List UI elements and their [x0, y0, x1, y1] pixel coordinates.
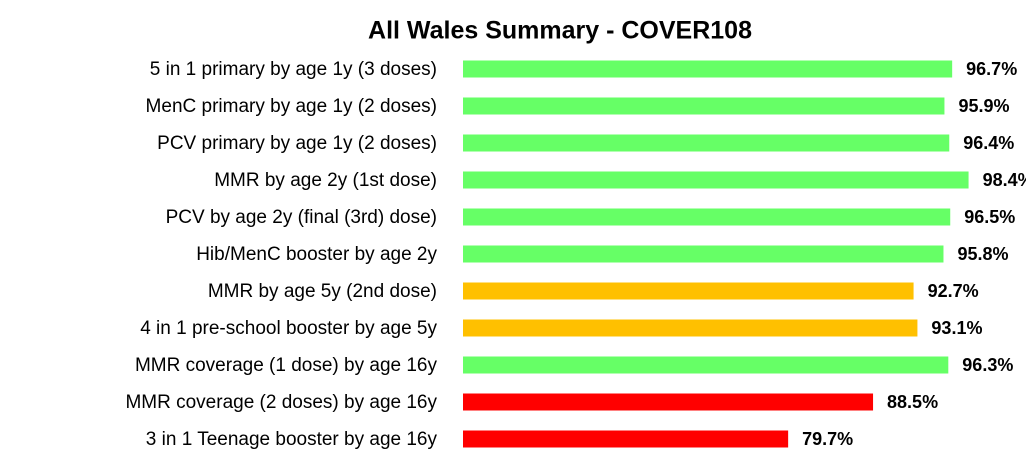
bar: [463, 430, 789, 448]
value-label: 96.5%: [964, 207, 1015, 227]
y-tick-label: MMR by age 2y (1st dose): [214, 170, 437, 191]
bar: [463, 319, 918, 337]
bar: [463, 60, 953, 78]
value-label: 79.7%: [802, 429, 853, 449]
value-label: 96.4%: [963, 133, 1014, 153]
y-tick-label: 3 in 1 Teenage booster by age 16y: [146, 429, 438, 450]
bar: [463, 134, 950, 152]
value-label: 95.9%: [958, 96, 1009, 116]
y-tick-label: 5 in 1 primary by age 1y (3 doses): [150, 59, 437, 80]
bar: [463, 97, 945, 115]
y-tick-label: MMR by age 5y (2nd dose): [208, 281, 437, 302]
bar: [463, 245, 944, 263]
value-label: 92.7%: [928, 281, 979, 301]
y-tick-label: PCV by age 2y (final (3rd) dose): [166, 207, 437, 228]
bar: [463, 282, 914, 300]
y-tick-label: MMR coverage (2 doses) by age 16y: [125, 392, 437, 413]
bar: [463, 171, 969, 189]
bar: [463, 356, 949, 374]
bar: [463, 393, 874, 411]
value-label: 98.4%: [983, 170, 1026, 190]
y-tick-label: 4 in 1 pre-school booster by age 5y: [140, 318, 437, 339]
value-label: 93.1%: [931, 318, 982, 338]
value-label: 96.3%: [962, 355, 1013, 375]
value-label: 95.8%: [957, 244, 1008, 264]
bar: [463, 208, 951, 226]
y-tick-label: MenC primary by age 1y (2 doses): [146, 96, 437, 117]
y-tick-label: Hib/MenC booster by age 2y: [196, 244, 437, 265]
value-label: 96.7%: [966, 59, 1017, 79]
y-tick-label: PCV primary by age 1y (2 doses): [157, 133, 437, 154]
value-label: 88.5%: [887, 392, 938, 412]
chart-title: All Wales Summary - COVER108: [368, 17, 752, 45]
y-tick-label: MMR coverage (1 dose) by age 16y: [135, 355, 438, 376]
